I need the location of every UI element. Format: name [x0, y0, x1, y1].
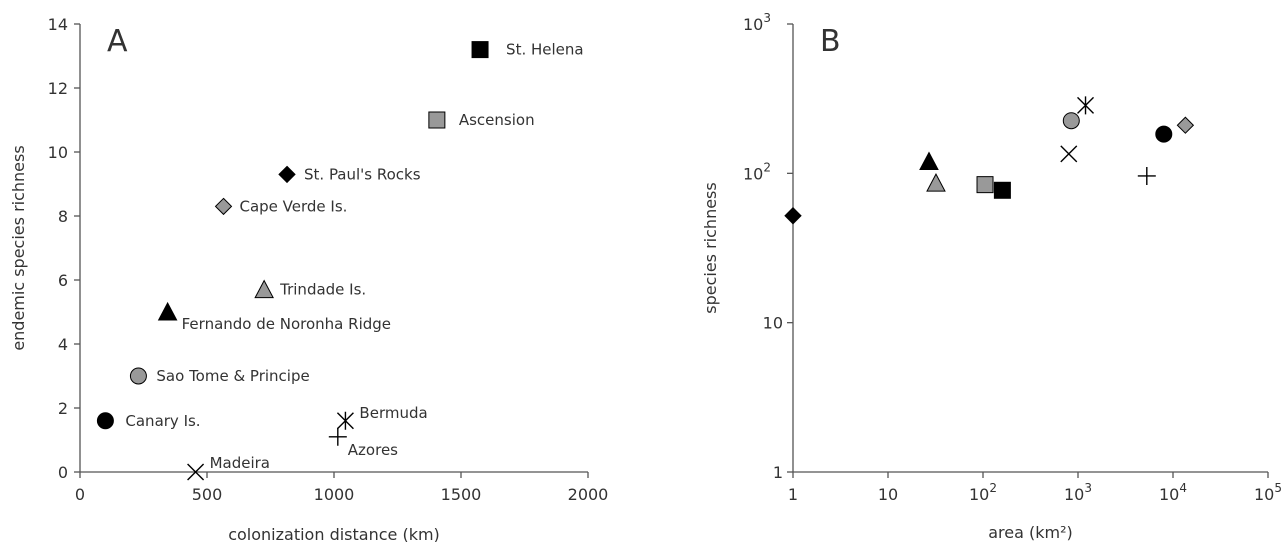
y-tick-label: 102: [743, 160, 771, 183]
point-asterisk-7: [1078, 96, 1094, 114]
y-axis-label: species richness: [701, 182, 720, 313]
point-square-4: [994, 182, 1010, 198]
point-triangle-1: [920, 153, 938, 170]
y-tick-label: 1: [773, 463, 783, 482]
point-sao-tome-principe: [130, 368, 146, 384]
point-bermuda: [337, 412, 353, 430]
point-label-cape-verde-is: Cape Verde Is.: [240, 197, 348, 215]
point-diamond-10: [1177, 117, 1193, 133]
point-circle-6: [1063, 113, 1079, 129]
x-tick-label: 1: [788, 485, 798, 504]
point-label-ascension: Ascension: [459, 111, 535, 129]
point-label-trindade-is: Trindade Is.: [279, 281, 366, 299]
point-square-3: [977, 177, 993, 193]
y-tick-label: 12: [48, 79, 68, 98]
x-tick-label: 102: [969, 481, 997, 504]
point-label-st-helena: St. Helena: [506, 41, 584, 59]
point-st-helena: [472, 42, 488, 58]
x-tick-label: 105: [1254, 481, 1282, 504]
y-tick-label: 2: [58, 399, 68, 418]
y-tick-label: 10: [48, 143, 68, 162]
y-tick-label: 103: [743, 11, 771, 34]
panel-b: 1 10 102 103 1 10 102 103 104 105 area (km²) specie…: [701, 11, 1282, 542]
y-tick-label: 8: [58, 207, 68, 226]
x-tick-label: 10: [878, 485, 898, 504]
point-circle-9: [1156, 126, 1172, 142]
x-tick-exponent: 3: [1084, 481, 1092, 495]
x-tick-exponent: 4: [1179, 481, 1187, 495]
point-label-bermuda: Bermuda: [359, 404, 427, 422]
x-tick-label: 2000: [568, 485, 609, 504]
x-tick-label: 500: [192, 485, 223, 504]
point-canary-is: [97, 413, 113, 429]
panel-label: A: [107, 24, 128, 59]
x-tick-label: 103: [1064, 481, 1092, 504]
point-label-sao-tome-principe: Sao Tome & Principe: [156, 367, 309, 385]
x-tick-label: 1500: [441, 485, 482, 504]
x-tick-exponent: 2: [989, 481, 997, 495]
point-x-5: [1061, 146, 1077, 162]
x-axis-label: colonization distance (km): [228, 525, 440, 542]
point-label-azores: Azores: [348, 441, 398, 459]
point-st-paul-s-rocks: [279, 166, 295, 182]
point-fernando-de-noronha-ridge: [159, 303, 177, 320]
y-axis-label: endemic species richness: [9, 145, 28, 350]
y-tick-label: 6: [58, 271, 68, 290]
y-tick-exponent: 2: [763, 160, 771, 174]
point-azores: [329, 428, 347, 446]
x-tick-label: 1000: [314, 485, 355, 504]
point-cape-verde-is: [216, 198, 232, 214]
x-axis-label: area (km²): [988, 523, 1073, 542]
point-ascension: [429, 112, 445, 128]
point-label-canary-is: Canary Is.: [125, 412, 200, 430]
x-tick-label: 104: [1159, 481, 1187, 504]
point-triangle-2: [927, 174, 945, 191]
y-tick-label: 0: [58, 463, 68, 482]
x-tick-exponent: 5: [1274, 481, 1282, 495]
point-plus-8: [1138, 167, 1156, 185]
panel-label: B: [820, 24, 841, 59]
y-tick-label: 14: [48, 15, 68, 34]
x-tick-label: 0: [75, 485, 85, 504]
y-tick-exponent: 3: [763, 11, 771, 25]
panel-a: 0 2 4 6 8 10 12 14 0 500 1000 1500 2000 colonization …: [9, 15, 608, 542]
point-label-fernando-de-noronha-ridge: Fernando de Noronha Ridge: [182, 315, 391, 333]
point-label-madeira: Madeira: [210, 454, 270, 472]
point-trindade-is: [255, 281, 273, 298]
point-diamond-0: [785, 208, 801, 224]
y-tick-label: 10: [763, 314, 783, 333]
y-tick-label: 4: [58, 335, 68, 354]
point-label-st-paul-s-rocks: St. Paul's Rocks: [304, 165, 421, 183]
